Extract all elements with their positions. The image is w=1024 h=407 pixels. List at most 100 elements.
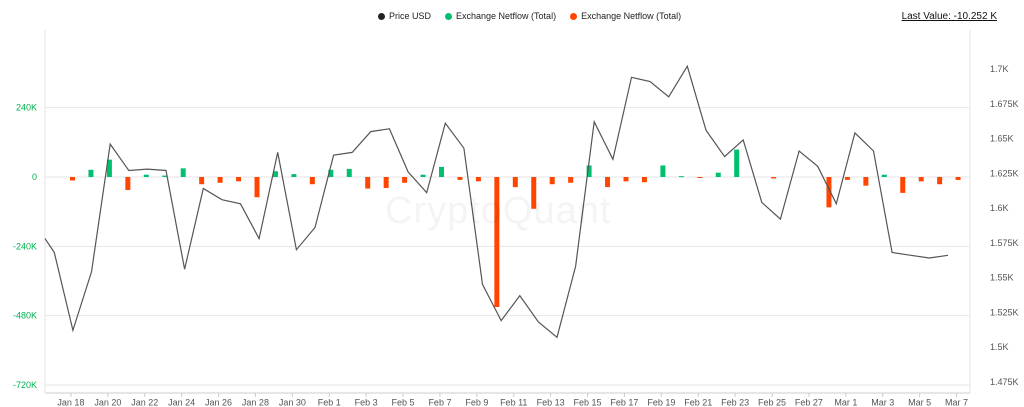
x-tick-label: Feb 21 — [684, 397, 712, 407]
netflow-bar-negative[interactable] — [475, 177, 481, 182]
x-tick-label: Mar 7 — [945, 397, 968, 407]
netflow-bar-negative[interactable] — [494, 177, 500, 307]
x-tick-label: Feb 27 — [795, 397, 823, 407]
x-tick-label: Feb 9 — [465, 397, 488, 407]
netflow-bar-positive[interactable] — [660, 165, 666, 177]
netflow-bar-negative[interactable] — [217, 177, 223, 183]
x-tick-label: Jan 28 — [242, 397, 269, 407]
netflow-bar-negative[interactable] — [641, 177, 647, 183]
x-tick-label: Jan 20 — [94, 397, 121, 407]
legend-dot-netflow-positive — [445, 12, 453, 20]
legend-dot-netflow-negative — [570, 12, 578, 20]
netflow-bar-negative[interactable] — [236, 177, 242, 182]
netflow-bar-positive[interactable] — [328, 169, 334, 177]
netflow-bar-positive[interactable] — [180, 168, 186, 177]
netflow-bar-positive[interactable] — [162, 175, 168, 177]
x-tick-label: Feb 25 — [758, 397, 786, 407]
right-tick-label: 1.7K — [990, 64, 1009, 74]
netflow-bar-positive[interactable] — [881, 174, 887, 177]
legend-dot-price — [378, 12, 385, 20]
left-axis-ticks: 240K 0 -240K -480K -720K — [13, 103, 37, 390]
legend-label-price: Price USD — [389, 11, 432, 21]
netflow-bar-positive[interactable] — [106, 159, 112, 177]
right-tick-label: 1.675K — [990, 99, 1019, 109]
netflow-bar-positive[interactable] — [439, 166, 444, 177]
left-tick-label: 240K — [16, 103, 37, 113]
netflow-bar-negative[interactable] — [697, 177, 703, 178]
x-tick-label: Mar 5 — [908, 397, 931, 407]
x-tick-label: Jan 30 — [279, 397, 306, 407]
x-tick-label: Feb 17 — [610, 397, 638, 407]
price-polyline — [44, 64, 949, 339]
netflow-bar-negative[interactable] — [309, 177, 315, 185]
netflow-bar-negative[interactable] — [383, 177, 389, 188]
netflow-bar-negative[interactable] — [844, 177, 850, 180]
netflow-bar-negative[interactable] — [826, 177, 832, 208]
left-tick-label: -240K — [13, 241, 37, 251]
netflow-bar-positive[interactable] — [734, 149, 740, 177]
netflow-bar-negative[interactable] — [900, 177, 906, 193]
legend-item-netflow-positive[interactable]: Exchange Netflow (Total) — [445, 11, 556, 21]
x-tick-label: Mar 1 — [834, 397, 857, 407]
legend-label-netflow-negative: Exchange Netflow (Total) — [581, 11, 682, 21]
legend-item-price[interactable]: Price USD — [378, 11, 431, 21]
left-tick-label: -720K — [13, 380, 37, 390]
watermark: CryptoQuant — [385, 190, 611, 233]
x-tick-label: Feb 19 — [647, 397, 675, 407]
netflow-bar-negative[interactable] — [937, 177, 943, 185]
netflow-bar-negative[interactable] — [254, 177, 260, 198]
x-tick-label: Feb 7 — [428, 397, 451, 407]
x-tick-label: Feb 1 — [318, 397, 341, 407]
netflow-bar-negative[interactable] — [402, 177, 408, 183]
netflow-bar-positive[interactable] — [346, 168, 352, 177]
x-tick-label: Feb 13 — [537, 397, 565, 407]
x-tick-label: Mar 3 — [871, 397, 894, 407]
netflow-bar-positive[interactable] — [291, 174, 297, 177]
right-tick-label: 1.5K — [990, 342, 1009, 352]
netflow-bar-negative[interactable] — [955, 177, 961, 180]
netflow-bar-negative[interactable] — [457, 177, 463, 180]
netflow-bar-positive[interactable] — [272, 171, 278, 177]
x-tick-label: Feb 11 — [500, 397, 527, 407]
netflow-bar-negative[interactable] — [623, 177, 629, 182]
netflow-bar-negative[interactable] — [568, 177, 574, 183]
x-tick-label: Feb 3 — [355, 397, 378, 407]
legend-item-netflow-negative[interactable]: Exchange Netflow (Total) — [570, 11, 681, 21]
right-tick-label: 1.525K — [990, 307, 1019, 317]
netflow-bar-negative[interactable] — [605, 177, 611, 188]
x-tick-label: Jan 26 — [205, 397, 232, 407]
x-tick-label: Feb 15 — [574, 397, 602, 407]
netflow-bar-positive[interactable] — [420, 174, 426, 177]
netflow-bar-negative[interactable] — [199, 177, 205, 185]
netflow-bar-positive[interactable] — [88, 169, 94, 177]
x-tick-label: Feb 5 — [392, 397, 415, 407]
netflow-bar-negative[interactable] — [365, 177, 371, 189]
x-tick-label: Jan 18 — [57, 397, 84, 407]
last-value-link[interactable]: Last Value: -10.252 K — [901, 11, 997, 22]
x-tick-label: Jan 24 — [168, 397, 195, 407]
left-tick-label: 0 — [32, 172, 37, 182]
netflow-bar-negative[interactable] — [70, 177, 75, 181]
right-tick-label: 1.625K — [990, 168, 1019, 178]
right-tick-label: 1.575K — [990, 238, 1019, 248]
right-tick-label: 1.6K — [990, 203, 1009, 213]
x-tick-label: Jan 22 — [131, 397, 158, 407]
netflow-bar-negative[interactable] — [125, 177, 131, 190]
right-tick-label: 1.65K — [990, 134, 1014, 144]
netflow-bar-negative[interactable] — [549, 177, 555, 185]
netflow-bar-positive[interactable] — [586, 165, 592, 177]
netflow-bar-negative[interactable] — [512, 177, 518, 188]
right-tick-label: 1.475K — [990, 377, 1019, 387]
x-tick-label: Feb 23 — [721, 397, 749, 407]
netflow-bar-negative[interactable] — [771, 177, 777, 179]
netflow-bars — [70, 149, 961, 307]
netflow-bar-negative[interactable] — [863, 177, 869, 186]
right-tick-label: 1.55K — [990, 273, 1014, 283]
netflow-bar-positive[interactable] — [715, 172, 721, 177]
netflow-bar-negative[interactable] — [531, 177, 537, 209]
legend-label-netflow-positive: Exchange Netflow (Total) — [456, 11, 557, 21]
netflow-bar-negative[interactable] — [918, 177, 924, 182]
legend: Price USD Exchange Netflow (Total) Excha… — [378, 11, 681, 21]
netflow-bar-positive[interactable] — [143, 174, 149, 177]
netflow-bar-positive[interactable] — [678, 176, 684, 178]
